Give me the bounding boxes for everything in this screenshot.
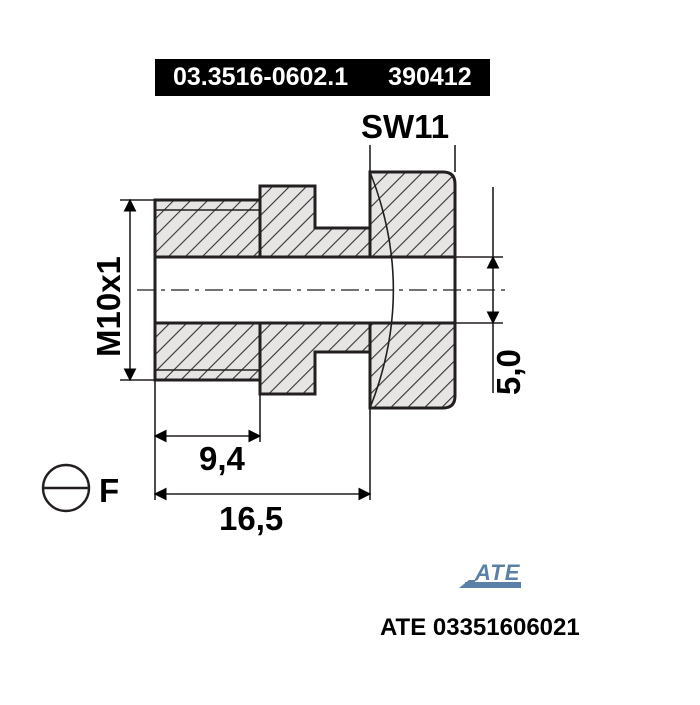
title-bar: 03.3516-0602.1 390412 xyxy=(155,59,490,96)
caption-brand: ATE xyxy=(380,614,426,641)
surface-symbol-letter: F xyxy=(99,472,119,510)
product-caption: ATE 03351606021 xyxy=(380,614,580,642)
thread-spec-label: M10x1 xyxy=(90,256,128,357)
wrench-size-label: SW11 xyxy=(361,108,449,146)
ate-logo: ATE xyxy=(475,560,520,586)
part-number: 03.3516-0602.1 xyxy=(173,63,348,92)
overall-length-label: 16,5 xyxy=(219,500,283,538)
head-thickness-label: 5,0 xyxy=(490,349,528,395)
reference-number: 390412 xyxy=(388,63,471,92)
thread-length-label: 9,4 xyxy=(199,440,245,478)
caption-code: 03351606021 xyxy=(433,614,580,641)
